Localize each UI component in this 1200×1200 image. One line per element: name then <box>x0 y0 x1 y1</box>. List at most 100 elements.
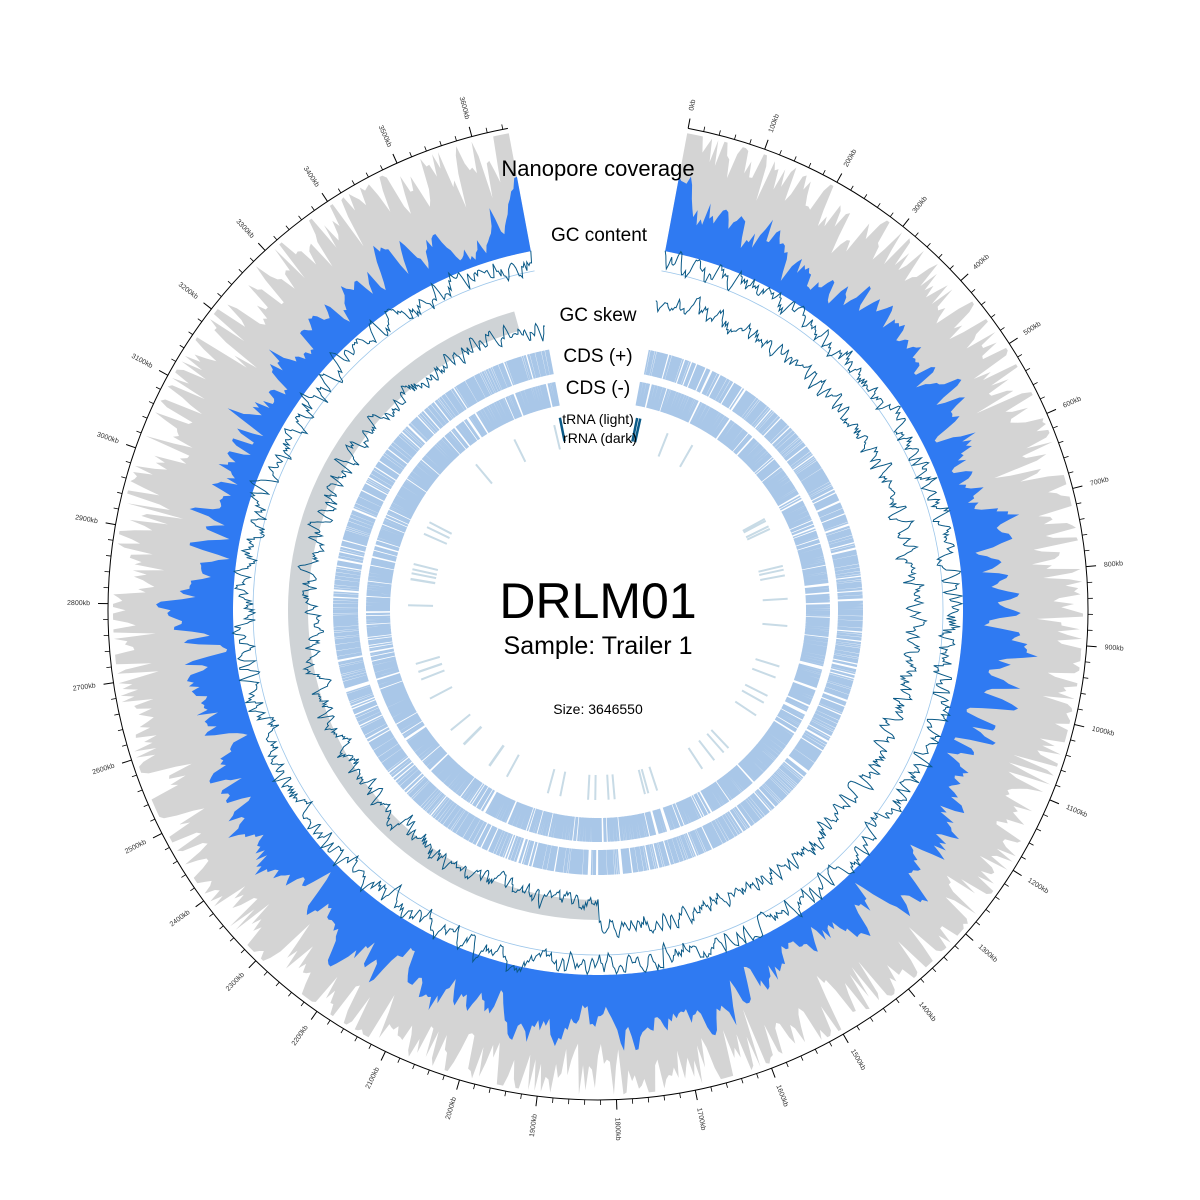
genome-name: DRLM01 <box>499 573 697 629</box>
axis-major-tick <box>694 1090 698 1101</box>
axis-major-tick <box>468 126 473 137</box>
axis-tick-label: 800kb <box>1104 560 1124 569</box>
axis-tick-label: 2000kb <box>445 1096 458 1120</box>
axis-major-tick <box>908 988 916 998</box>
cds-minus-track <box>365 381 831 843</box>
coverage-track-label: Nanopore coverage <box>501 156 695 181</box>
gc-skew-track <box>287 296 928 939</box>
axis-major-tick <box>257 242 266 251</box>
axis-tick-label: 400kb <box>972 253 991 271</box>
axis-major-tick <box>158 370 169 376</box>
trna-genes <box>408 424 788 800</box>
trna-track-label: tRNA (light) <box>562 411 634 427</box>
axis-tick-label: 3300kb <box>234 218 255 240</box>
axis-major-tick <box>126 444 136 449</box>
axis-major-tick <box>248 960 257 969</box>
sample-label: Sample: Trailer 1 <box>503 632 693 660</box>
axis-major-tick <box>1008 337 1018 344</box>
axis-major-tick <box>121 759 132 764</box>
gc-content-track <box>231 250 964 976</box>
axis-major-tick <box>152 832 163 839</box>
axis-major-tick <box>203 302 212 310</box>
axis-tick-label: 0kb <box>688 99 697 111</box>
axis-major-tick <box>392 153 398 164</box>
axis-tick-label: 3100kb <box>130 353 154 370</box>
axis-tick-label: 1300kb <box>977 943 999 964</box>
genome-size: Size: 3646550 <box>553 701 643 717</box>
axis-tick-label: 2500kb <box>124 839 148 856</box>
axis-major-tick <box>1086 565 1097 568</box>
axis-tick-label: 1200kb <box>1026 877 1049 895</box>
axis-major-tick <box>960 273 969 281</box>
axis-tick-label: 2700kb <box>72 682 96 692</box>
axis-major-tick <box>965 933 974 941</box>
axis-tick-label: 1900kb <box>529 1114 539 1138</box>
axis-major-tick <box>902 218 910 227</box>
axis-major-tick <box>1074 723 1085 728</box>
cds-plus-track <box>332 349 864 876</box>
axis-tick-label: 3000kb <box>96 431 120 445</box>
axis-major-tick <box>380 1051 386 1061</box>
cds-plus-track-label: CDS (+) <box>563 346 633 367</box>
axis-major-tick <box>103 682 114 685</box>
axis-tick-label: 1500kb <box>849 1048 867 1071</box>
axis-major-tick <box>195 900 204 908</box>
rna-track <box>408 417 788 800</box>
axis-major-tick <box>1049 799 1060 805</box>
axis-tick-label: 1400kb <box>917 1001 937 1023</box>
axis-major-tick <box>842 1033 849 1044</box>
axis-tick-label: 2800kb <box>67 600 90 607</box>
axis-tick-label: 2100kb <box>365 1066 381 1090</box>
axis-tick-label: 300kb <box>912 195 929 214</box>
cds-minus-track-genes <box>365 381 831 843</box>
axis-tick-label: 100kb <box>768 113 781 133</box>
axis-tick-label: 500kb <box>1023 321 1043 337</box>
gc-content-track-label: GC content <box>550 225 648 246</box>
axis-tick-label: 2200kb <box>291 1024 310 1047</box>
axis-major-tick <box>1046 408 1057 414</box>
axis-tick-label: 3600kb <box>458 96 471 120</box>
axis-tick-label: 1700kb <box>695 1107 706 1131</box>
axis-tick-label: 700kb <box>1089 476 1109 488</box>
axis-tick-label: 600kb <box>1062 396 1082 410</box>
rrna-gene <box>558 417 566 442</box>
axis-major-tick <box>456 1079 460 1090</box>
axis-tick-label: 2300kb <box>225 971 246 992</box>
axis-ring <box>107 127 1089 1101</box>
gc-content-baseline <box>252 270 944 956</box>
axis-tick-label: 2400kb <box>169 909 192 928</box>
rrna-gene <box>633 418 642 443</box>
rrna-track-label: rRNA (dark) <box>563 430 637 446</box>
cds-plus-track-genes <box>332 349 864 876</box>
axis-major-tick <box>687 118 691 129</box>
gc-skew-line <box>297 296 928 939</box>
axis-major-tick <box>771 1068 776 1078</box>
axis-tick-label: 900kb <box>1104 644 1124 652</box>
axis-tick-label: 1100kb <box>1065 804 1089 819</box>
axis-tick-label: 3200kb <box>177 281 200 301</box>
axis-major-tick <box>1012 869 1022 877</box>
axis-tick-label: 1800kb <box>613 1118 621 1141</box>
axis-minor-ticks <box>103 124 1093 1105</box>
rrna-gene <box>631 417 639 442</box>
axis-tick-label: 3500kb <box>377 124 393 148</box>
axis-tick-label: 2600kb <box>92 763 116 777</box>
axis-tick-label: 2900kb <box>74 514 98 525</box>
axis-tick-label: 1600kb <box>774 1084 789 1108</box>
cds-minus-track-label: CDS (-) <box>565 378 631 399</box>
axis-major-tick <box>535 1096 538 1107</box>
gc-skew-track-label: GC skew <box>559 305 637 326</box>
axis-major-tick <box>1086 645 1097 648</box>
axis-tick-label: 1000kb <box>1091 726 1115 738</box>
axis-major-tick <box>836 173 843 183</box>
axis-major-tick <box>105 522 116 526</box>
axis-major-tick <box>764 139 769 150</box>
axis-major-tick <box>1072 485 1083 489</box>
axis-major-tick <box>310 1011 318 1020</box>
axis-tick-label: 3400kb <box>302 166 321 189</box>
gc-content-line <box>231 250 964 976</box>
axis-major-tick <box>321 192 328 202</box>
axis-tick-label: 200kb <box>843 148 858 168</box>
